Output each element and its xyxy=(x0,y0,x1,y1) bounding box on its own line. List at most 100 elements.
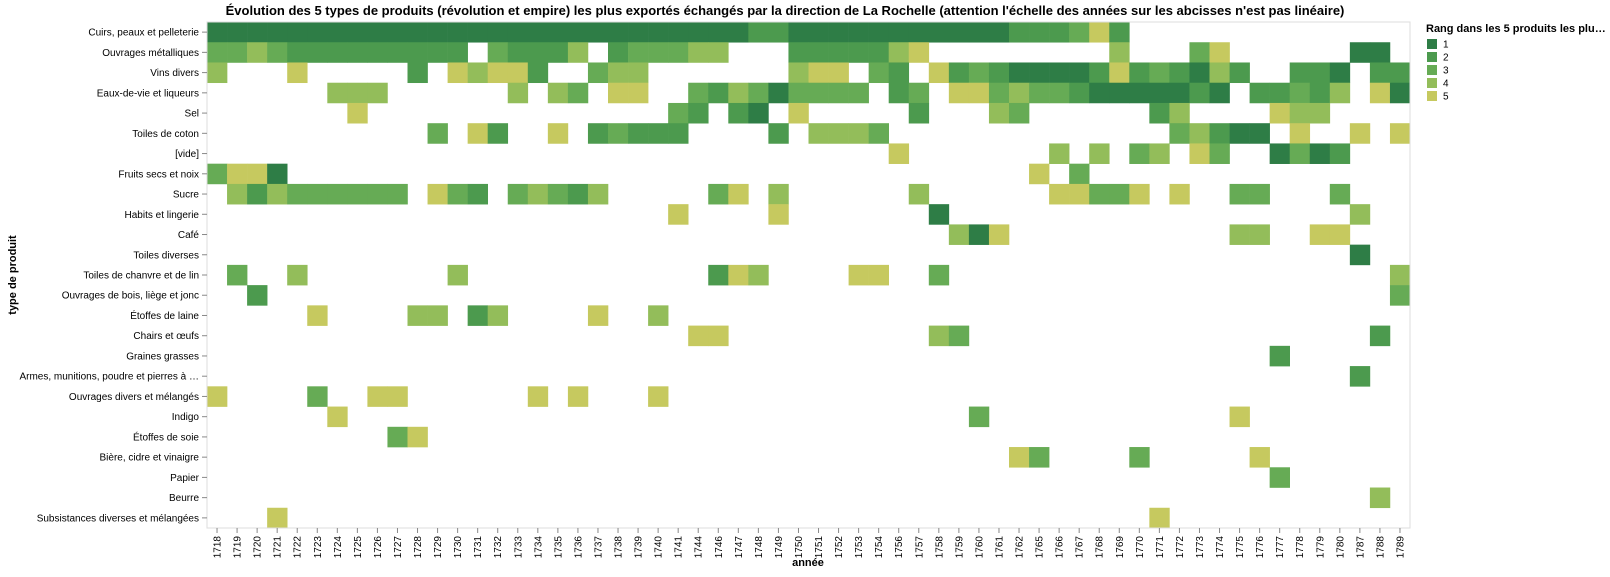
heatmap-cell xyxy=(708,82,729,104)
heatmap-cell xyxy=(207,62,228,84)
heatmap-cell xyxy=(668,102,689,124)
x-tick-label-1787: 1787 xyxy=(1355,536,1366,559)
legend-label-2: 2 xyxy=(1443,53,1449,64)
y-tick-label-vins-divers: Vins divers xyxy=(150,68,199,79)
heatmap-cell xyxy=(347,183,368,205)
x-tick-label-1762: 1762 xyxy=(1015,536,1026,559)
heatmap-cell xyxy=(608,62,629,84)
heatmap-cell xyxy=(1169,62,1190,84)
heatmap-cell xyxy=(828,62,849,84)
heatmap-cell xyxy=(1369,487,1391,509)
x-tick-label-1754: 1754 xyxy=(874,536,885,559)
heatmap-cell xyxy=(1089,82,1110,104)
heatmap-cell xyxy=(708,183,729,205)
heatmap-cell xyxy=(808,123,829,144)
heatmap-cell xyxy=(708,22,729,43)
heatmap-cell xyxy=(988,82,1010,104)
heatmap-cell xyxy=(407,22,428,43)
heatmap-cell xyxy=(768,204,789,225)
heatmap-cell xyxy=(1289,143,1311,164)
x-tick-label-1726: 1726 xyxy=(373,536,384,559)
heatmap-cell xyxy=(1329,183,1351,205)
x-tick-label-1772: 1772 xyxy=(1175,536,1186,559)
y-tick-label-cuirs-peaux-et-pelleterie: Cuirs, peaux et pelleterie xyxy=(88,28,199,39)
y-tick-label-habits-et-lingerie: Habits et lingerie xyxy=(125,210,200,221)
heatmap-cell xyxy=(1189,123,1210,144)
heatmap-cell xyxy=(367,42,388,63)
y-tick-label-armes-munitions-poudre-et-pierres-a: Armes, munitions, poudre et pierres à … xyxy=(19,372,199,383)
heatmap-cell xyxy=(327,82,348,104)
x-tick-label-1753: 1753 xyxy=(854,536,865,559)
heatmap-cell xyxy=(507,82,529,104)
x-tick-label-1724: 1724 xyxy=(333,536,344,559)
heatmap-cell xyxy=(788,82,809,104)
heatmap-cell xyxy=(447,62,468,84)
heatmap-cell xyxy=(387,42,408,63)
y-tick-label-eaux-de-vie-et-liqueurs: Eaux-de-vie et liqueurs xyxy=(97,88,199,99)
heatmap-cell xyxy=(1149,82,1170,104)
y-tick-label-toiles-de-chanvre-et-de-lin: Toiles de chanvre et de lin xyxy=(83,271,199,282)
heatmap-cell xyxy=(267,183,288,205)
heatmap-cell xyxy=(748,264,769,286)
heatmap-cell xyxy=(207,42,228,63)
heatmap-cell xyxy=(1069,163,1090,185)
x-axis-title: année xyxy=(792,557,824,569)
heatmap-cell xyxy=(988,102,1010,124)
heatmap-cell xyxy=(407,305,428,326)
heatmap-cell xyxy=(527,386,549,407)
x-tick-label-1721: 1721 xyxy=(273,536,284,559)
heatmap-cell xyxy=(768,82,789,104)
heatmap-cell xyxy=(1289,123,1311,144)
y-tick-label-graines-grasses: Graines grasses xyxy=(126,351,199,362)
heatmap-cell xyxy=(287,42,308,63)
heatmap-cell xyxy=(227,183,248,205)
heatmap-cell xyxy=(768,123,789,144)
heatmap-cell xyxy=(688,22,709,43)
heatmap-cell xyxy=(628,42,649,63)
heatmap-cell xyxy=(1169,183,1190,205)
y-tick-label-ouvrages-metalliques: Ouvrages métalliques xyxy=(102,48,199,59)
heatmap-cell xyxy=(828,123,849,144)
heatmap-cell xyxy=(347,42,368,63)
heatmap-cell xyxy=(247,22,268,43)
heatmap-cell xyxy=(467,62,488,84)
heatmap-cell xyxy=(668,42,689,63)
heatmap-cell xyxy=(808,82,829,104)
x-tick-label-1778: 1778 xyxy=(1295,536,1306,559)
heatmap-cell xyxy=(1029,447,1050,468)
y-tick-label-etoffes-de-laine: Étoffes de laine xyxy=(130,309,199,322)
heatmap-cell xyxy=(1149,143,1170,164)
heatmap-cell xyxy=(728,264,749,286)
heatmap-cell xyxy=(1129,183,1150,205)
heatmap-cell xyxy=(948,22,970,43)
legend-swatch-4 xyxy=(1427,78,1437,88)
x-tick-label-1773: 1773 xyxy=(1195,536,1206,559)
heatmap-cell xyxy=(668,204,689,225)
legend-label-3: 3 xyxy=(1443,66,1449,77)
heatmap-cell xyxy=(708,325,729,347)
x-tick-label-1736: 1736 xyxy=(573,536,584,559)
heatmap-cell xyxy=(688,42,709,63)
heatmap-cell xyxy=(287,62,308,84)
heatmap-cell xyxy=(567,183,589,205)
x-tick-label-1774: 1774 xyxy=(1215,536,1226,559)
heatmap-cell xyxy=(848,123,869,144)
heatmap-cell xyxy=(1049,22,1070,43)
heatmap-cell xyxy=(788,62,809,84)
heatmap-cell xyxy=(1309,62,1331,84)
x-tick-label-1720: 1720 xyxy=(253,536,264,559)
x-tick-label-1733: 1733 xyxy=(513,536,524,559)
heatmap-cell xyxy=(1149,102,1170,124)
heatmap-cell xyxy=(427,305,448,326)
heatmap-cell xyxy=(1249,123,1270,144)
legend-swatch-2 xyxy=(1427,52,1437,62)
heatmap-cell xyxy=(1029,82,1050,104)
heatmap-cell xyxy=(1309,143,1331,164)
heatmap-cell xyxy=(1069,183,1090,205)
heatmap-cell xyxy=(347,22,368,43)
heatmap-cell xyxy=(1209,123,1230,144)
heatmap-cell xyxy=(648,42,669,63)
heatmap-cell xyxy=(1209,42,1230,63)
heatmap-cell xyxy=(1349,123,1371,144)
heatmap-cell xyxy=(1289,102,1311,124)
